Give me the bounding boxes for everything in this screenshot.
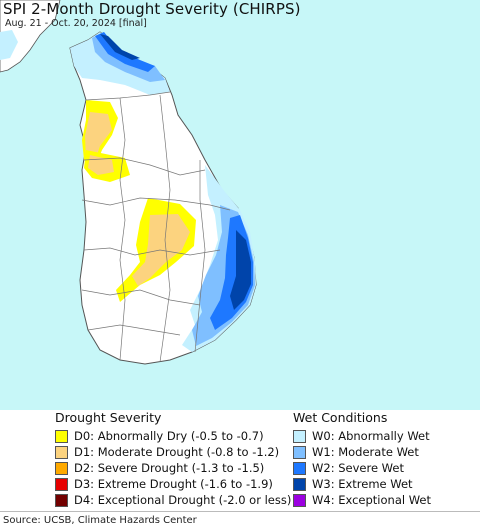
legend-label-d0: D0: Abnormally Dry (-0.5 to -0.7) — [74, 429, 264, 443]
drought-nw-d1-south — [88, 155, 114, 175]
wet-north-w3 — [100, 34, 140, 60]
legend-item-d1: D1: Moderate Drought (-0.8 to -1.2) — [55, 444, 279, 460]
legend-label-d2: D2: Severe Drought (-1.3 to -1.5) — [74, 461, 265, 475]
legend-item-w3: W3: Extreme Wet — [293, 476, 413, 492]
legend-item-d4: D4: Exceptional Drought (-2.0 or less) — [55, 492, 291, 508]
legend-item-d0: D0: Abnormally Dry (-0.5 to -0.7) — [55, 428, 264, 444]
district-boundaries — [81, 91, 231, 363]
legend-label-d3: D3: Extreme Drought (-1.6 to -1.9) — [74, 477, 273, 491]
legend-item-w1: W1: Moderate Wet — [293, 444, 419, 460]
swatch-d3 — [55, 477, 68, 491]
legend-item-d2: D2: Severe Drought (-1.3 to -1.5) — [55, 460, 264, 476]
swatch-d0 — [55, 429, 68, 443]
map-title: SPI 2-Month Drought Severity (CHIRPS) — [3, 0, 301, 18]
legend-item-d3: D3: Extreme Drought (-1.6 to -1.9) — [55, 476, 273, 492]
swatch-d4 — [55, 493, 68, 507]
swatch-w4 — [293, 493, 306, 507]
drought-nw-d1 — [85, 112, 112, 158]
wet-east-w3 — [230, 230, 251, 310]
footer-divider — [0, 511, 480, 512]
legend-label-w3: W3: Extreme Wet — [312, 477, 413, 491]
legend-label-w2: W2: Severe Wet — [312, 461, 404, 475]
india-landmass — [0, 0, 61, 73]
legend-label-w1: W1: Moderate Wet — [312, 445, 419, 459]
legend-label-d1: D1: Moderate Drought (-0.8 to -1.2) — [74, 445, 280, 459]
legend: Drought Severity Wet Conditions D0: Abno… — [0, 410, 480, 530]
legend-label-w0: W0: Abnormally Wet — [312, 429, 430, 443]
swatch-w3 — [293, 477, 306, 491]
drought-legend-heading: Drought Severity — [55, 410, 162, 425]
map-subtitle: Aug. 21 - Oct. 20, 2024 [final] — [5, 18, 147, 29]
legend-label-d4: D4: Exceptional Drought (-2.0 or less) — [74, 493, 292, 507]
legend-item-w0: W0: Abnormally Wet — [293, 428, 430, 444]
india-wet-patch — [0, 30, 18, 60]
swatch-d1 — [55, 445, 68, 459]
legend-item-w4: W4: Exceptional Wet — [293, 492, 431, 508]
swatch-w1 — [293, 445, 306, 459]
map-canvas — [0, 0, 480, 410]
swatch-d2 — [55, 461, 68, 475]
swatch-w0 — [293, 429, 306, 443]
ocean — [0, 0, 480, 410]
swatch-w2 — [293, 461, 306, 475]
legend-item-w2: W2: Severe Wet — [293, 460, 404, 476]
legend-label-w4: W4: Exceptional Wet — [312, 493, 431, 507]
wet-legend-heading: Wet Conditions — [293, 410, 388, 425]
source-credit: Source: UCSB, Climate Hazards Center — [3, 515, 197, 526]
map-panel: SPI 2-Month Drought Severity (CHIRPS) Au… — [0, 0, 480, 410]
